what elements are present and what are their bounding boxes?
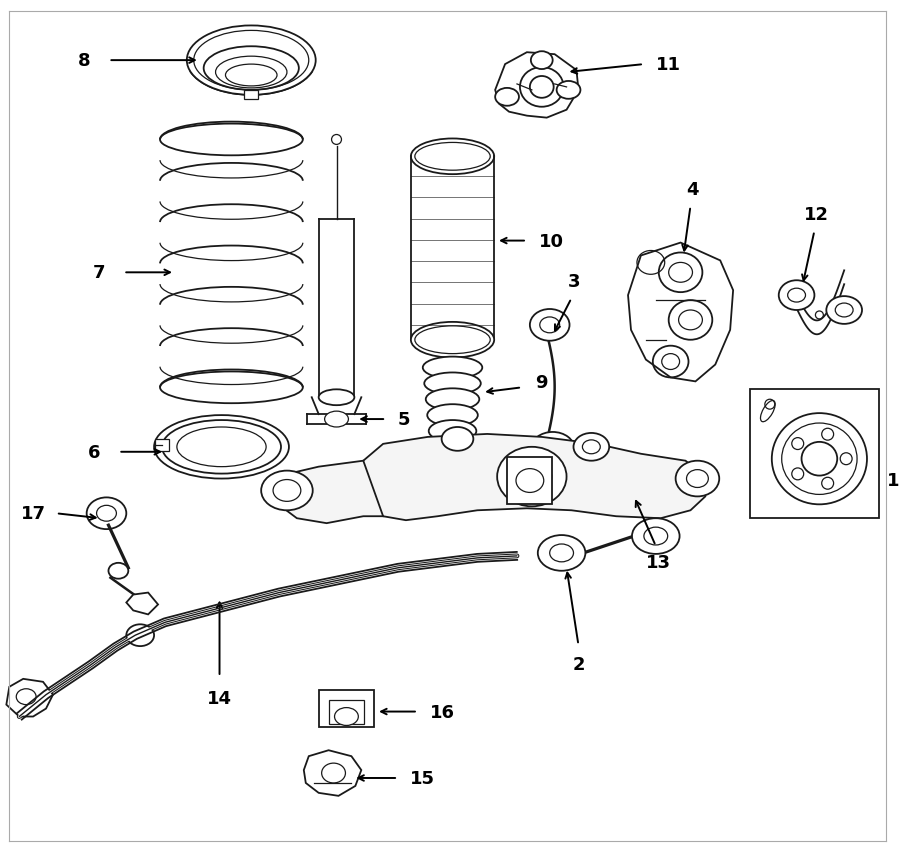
Ellipse shape	[423, 357, 482, 379]
Text: 6: 6	[88, 444, 101, 461]
Polygon shape	[304, 751, 361, 796]
Ellipse shape	[424, 373, 481, 395]
Ellipse shape	[826, 297, 862, 324]
Ellipse shape	[411, 322, 494, 358]
Ellipse shape	[495, 89, 519, 107]
Bar	[244, 90, 258, 100]
Polygon shape	[277, 461, 383, 524]
Ellipse shape	[109, 563, 129, 579]
Ellipse shape	[335, 708, 358, 726]
Text: 8: 8	[78, 52, 91, 70]
Ellipse shape	[319, 390, 355, 406]
Text: 15: 15	[410, 769, 435, 787]
Ellipse shape	[154, 415, 289, 479]
Polygon shape	[628, 243, 733, 382]
Text: 13: 13	[646, 554, 671, 572]
Ellipse shape	[531, 432, 574, 466]
Bar	[328, 699, 364, 724]
Ellipse shape	[126, 624, 154, 647]
Ellipse shape	[428, 404, 478, 426]
Text: 1: 1	[886, 471, 899, 489]
Text: 16: 16	[429, 703, 454, 721]
Ellipse shape	[778, 281, 814, 310]
Ellipse shape	[426, 389, 480, 410]
Ellipse shape	[772, 414, 867, 505]
Ellipse shape	[556, 82, 581, 100]
Text: 4: 4	[686, 181, 698, 199]
Ellipse shape	[428, 421, 476, 443]
Ellipse shape	[411, 139, 494, 175]
Ellipse shape	[538, 536, 585, 572]
Polygon shape	[6, 679, 53, 717]
Ellipse shape	[325, 412, 348, 427]
Text: 5: 5	[398, 410, 410, 428]
Text: 17: 17	[21, 505, 46, 523]
Text: 12: 12	[804, 206, 829, 223]
Text: 3: 3	[568, 273, 580, 291]
Text: 9: 9	[535, 374, 547, 392]
Ellipse shape	[331, 136, 341, 145]
Ellipse shape	[676, 461, 719, 496]
Text: 11: 11	[656, 56, 680, 74]
Text: 7: 7	[93, 264, 105, 282]
Bar	[155, 439, 169, 451]
Ellipse shape	[261, 471, 312, 511]
Ellipse shape	[760, 401, 775, 422]
Ellipse shape	[497, 447, 567, 507]
Bar	[319, 690, 374, 728]
Ellipse shape	[573, 433, 609, 461]
Polygon shape	[495, 53, 579, 119]
Ellipse shape	[442, 427, 473, 451]
Ellipse shape	[530, 310, 570, 341]
Ellipse shape	[187, 26, 316, 96]
Text: 14: 14	[207, 689, 232, 707]
Ellipse shape	[430, 437, 475, 458]
Ellipse shape	[531, 52, 553, 70]
Ellipse shape	[86, 498, 126, 530]
Text: 2: 2	[572, 655, 585, 673]
Bar	[507, 457, 552, 505]
Ellipse shape	[632, 519, 680, 554]
Polygon shape	[356, 434, 706, 520]
Bar	[750, 390, 879, 519]
Polygon shape	[126, 593, 158, 615]
Text: 10: 10	[539, 232, 563, 250]
